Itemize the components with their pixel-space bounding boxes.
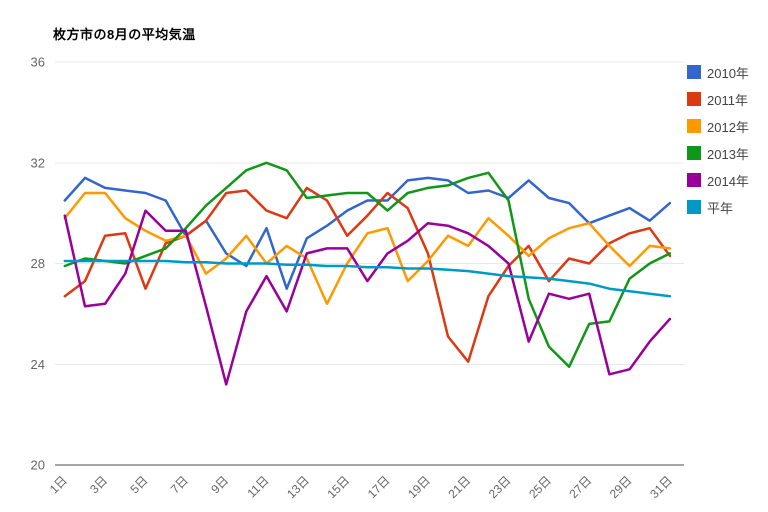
x-axis-tick-label: 1日 xyxy=(47,473,70,496)
legend-item-2012[interactable]: 2012年 xyxy=(687,119,749,135)
legend-label: 2013年 xyxy=(707,146,749,162)
x-axis-tick-label: 7日 xyxy=(168,473,191,496)
series-line-2011[interactable] xyxy=(63,186,672,363)
y-axis-tick-label: 28 xyxy=(31,256,45,271)
y-axis-tick-label: 24 xyxy=(31,357,45,372)
x-axis-tick-label: 3日 xyxy=(87,473,110,496)
x-axis-tick-label: 17日 xyxy=(365,473,393,501)
chart-legend: 2010年 2011年 2012年 2013年 2014年平年 xyxy=(687,65,749,227)
legend-label: 2011年 xyxy=(707,92,748,108)
x-axis-tick-label: 23日 xyxy=(486,473,514,501)
legend-swatch xyxy=(687,92,701,106)
x-axis-tick-label: 31日 xyxy=(647,473,675,501)
y-axis-tick-label: 20 xyxy=(31,458,45,473)
series-line-平[interactable] xyxy=(63,259,672,298)
legend-swatch xyxy=(687,65,701,79)
legend-item-2011[interactable]: 2011年 xyxy=(687,92,749,108)
legend-swatch xyxy=(687,146,701,160)
legend-item-2014[interactable]: 2014年 xyxy=(687,173,749,189)
series-line-2013[interactable] xyxy=(63,161,672,369)
x-axis-tick-label: 29日 xyxy=(607,473,635,501)
x-axis-tick-label: 15日 xyxy=(324,473,352,501)
x-axis-tick-label: 13日 xyxy=(284,473,312,501)
legend-item-2013[interactable]: 2013年 xyxy=(687,146,749,162)
y-axis-tick-label: 36 xyxy=(31,55,45,70)
series-line-2012[interactable] xyxy=(63,191,672,306)
x-axis-tick-label: 5日 xyxy=(127,473,150,496)
legend-swatch xyxy=(687,119,701,133)
x-axis-tick-label: 19日 xyxy=(405,473,433,501)
legend-swatch xyxy=(687,173,701,187)
legend-label: 平年 xyxy=(707,200,734,216)
x-axis-tick-label: 21日 xyxy=(445,473,473,501)
x-axis-tick-label: 25日 xyxy=(526,473,554,501)
legend-item-平[interactable]: 平年 xyxy=(687,200,749,216)
legend-item-2010[interactable]: 2010年 xyxy=(687,65,749,81)
legend-label: 2014年 xyxy=(707,173,749,189)
chart-title: 枚方市の8月の平均気温 xyxy=(53,27,196,42)
series-line-2010[interactable] xyxy=(63,176,672,290)
series-line-2014[interactable] xyxy=(63,209,672,386)
x-axis-tick-label: 11日 xyxy=(244,473,271,500)
legend-label: 2010年 xyxy=(707,65,749,81)
x-axis-tick-label: 27日 xyxy=(567,473,595,501)
y-axis-tick-label: 32 xyxy=(31,155,45,170)
x-axis-tick-label: 9日 xyxy=(208,473,231,496)
legend-label: 2012年 xyxy=(707,119,749,135)
legend-swatch xyxy=(687,200,701,214)
